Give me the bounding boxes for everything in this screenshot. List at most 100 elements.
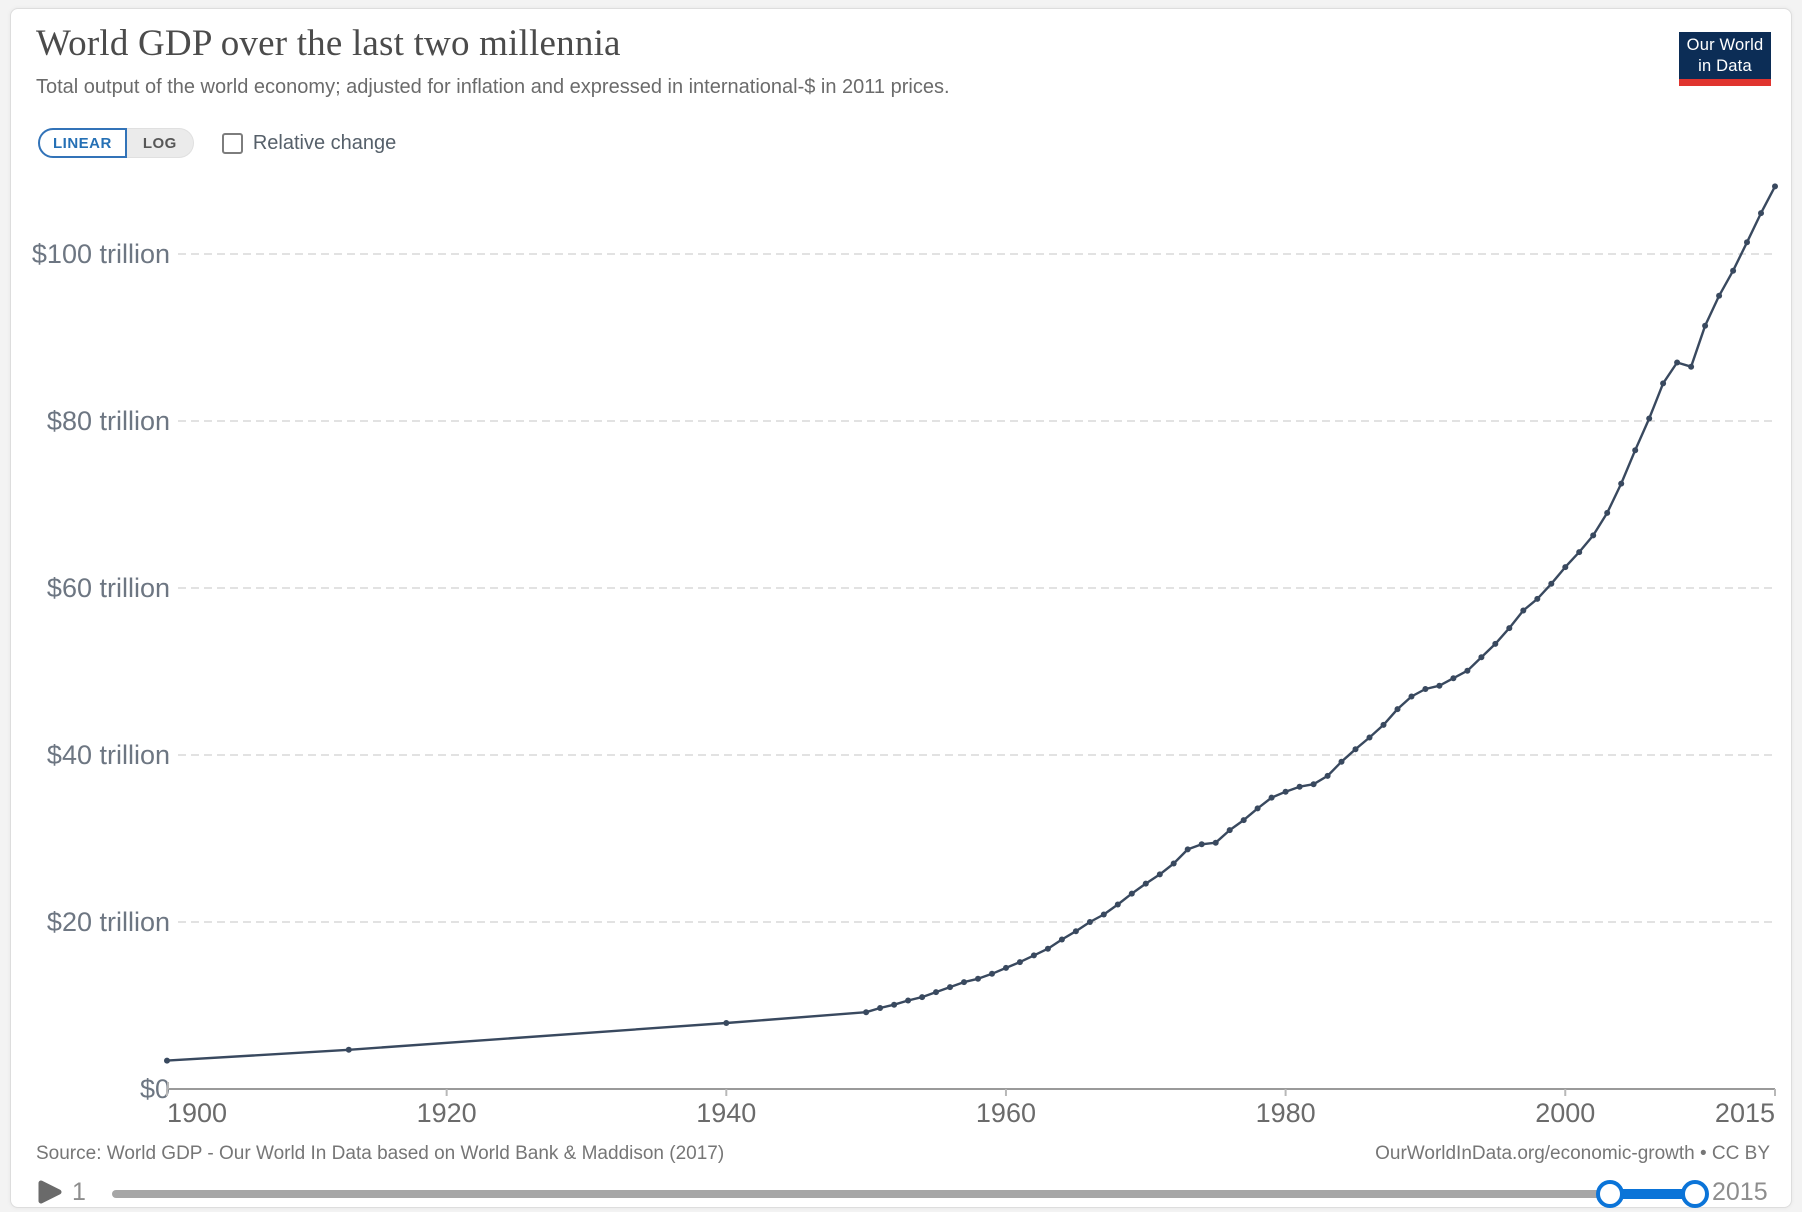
data-point [1072,928,1079,935]
data-point [863,1009,870,1016]
data-point [1744,239,1750,246]
data-point [1604,509,1611,516]
data-point [1702,322,1709,329]
page-subtitle: Total output of the world economy; adjus… [36,76,950,98]
page-title: World GDP over the last two millennia [36,23,621,64]
data-point [1730,267,1737,274]
data-point [1086,919,1093,925]
data-point [345,1046,352,1053]
data-point [1422,686,1429,692]
y-axis-label: $100 trillion [32,239,170,269]
data-point [1016,959,1023,966]
data-point [1170,860,1177,867]
data-point [1058,936,1065,943]
y-axis-label: $20 trillion [47,907,170,937]
data-point [1366,734,1373,741]
data-point [1296,783,1303,790]
data-point [1492,640,1499,647]
timeline-end-label: 2015 [1712,1178,1768,1206]
source-text: Source: World GDP - Our World In Data ba… [36,1143,725,1164]
data-point [1394,706,1401,713]
x-axis-label: 1920 [417,1098,477,1128]
data-point [1688,363,1695,370]
chart-card [10,8,1792,1208]
data-point [1478,654,1485,661]
owid-logo[interactable]: Our World in Data [1679,32,1771,86]
data-point [723,1020,730,1026]
data-point [919,994,926,1001]
data-point [1632,447,1639,454]
linear-button[interactable]: LINEAR [38,128,127,158]
owid-logo-line1: Our World [1686,35,1764,54]
data-point [1184,846,1191,853]
data-point [1660,380,1667,387]
data-point [1562,564,1569,571]
x-axis-label: 2015 [1715,1098,1775,1128]
data-point [933,989,939,996]
data-point [1716,292,1723,299]
data-point [989,970,995,977]
attribution-text: OurWorldInData.org/economic-growth • CC … [1375,1143,1770,1164]
data-point [961,979,967,986]
data-point [1142,880,1149,887]
x-axis-label: 1900 [167,1098,227,1128]
y-axis-label: $80 trillion [47,406,170,436]
timeline-start-label: 1 [72,1178,86,1206]
x-axis-label: 1940 [696,1098,756,1128]
y-axis-label: $40 trillion [47,740,170,770]
data-point [1590,532,1597,539]
data-point [1240,817,1247,824]
timeline-end-handle[interactable] [1681,1180,1709,1208]
play-icon[interactable] [36,1179,62,1205]
data-point [1408,693,1415,700]
data-point [1674,359,1681,366]
owid-logo-line2: in Data [1698,56,1752,75]
x-axis-label: 1980 [1256,1098,1316,1128]
data-point [1436,682,1443,689]
log-button-label: LOG [142,134,177,152]
series-line-world [165,185,1777,1062]
relative-change-toggle[interactable]: Relative change [221,131,397,155]
data-point [1268,794,1275,801]
data-point [1772,183,1778,190]
data-point [1380,721,1387,728]
data-point [1282,788,1289,795]
timeline-slider-track[interactable] [112,1180,1709,1208]
y-axis-label: $0 [140,1074,170,1104]
data-point [1044,945,1051,952]
data-point [1128,890,1135,897]
data-point [1114,901,1121,908]
data-point [905,997,912,1004]
owid-logo-red-bar [1679,79,1771,86]
data-point [1646,415,1653,422]
data-point [1310,781,1317,788]
data-point [1520,607,1527,614]
data-point [1212,839,1219,846]
relative-change-checkbox-icon[interactable] [221,132,243,154]
data-point [975,975,981,982]
data-point [1548,580,1555,587]
scale-toggle: LINEAR LOG [38,128,194,158]
data-point [1352,746,1359,753]
timeline-start-handle[interactable] [1596,1180,1624,1208]
data-point [1030,952,1037,959]
data-point [1226,827,1233,834]
data-point [947,984,953,991]
relative-change-label: Relative change [252,131,397,154]
timeline: 1 2015 [0,1176,1802,1212]
data-point [1506,625,1513,632]
linear-button-label: LINEAR [53,134,112,152]
log-button[interactable]: LOG [126,128,194,158]
data-point [164,1057,170,1064]
chart-controls: LINEAR LOG Relative change [38,128,396,158]
data-point [1758,210,1764,217]
timeline-selected-range [1606,1189,1693,1199]
data-point [1576,549,1583,556]
data-point [1324,772,1331,779]
data-point [1198,841,1205,848]
owid-logo-text: Our World in Data [1679,32,1771,79]
data-point [1156,871,1163,878]
data-point [1464,667,1471,674]
data-point [891,1001,898,1008]
